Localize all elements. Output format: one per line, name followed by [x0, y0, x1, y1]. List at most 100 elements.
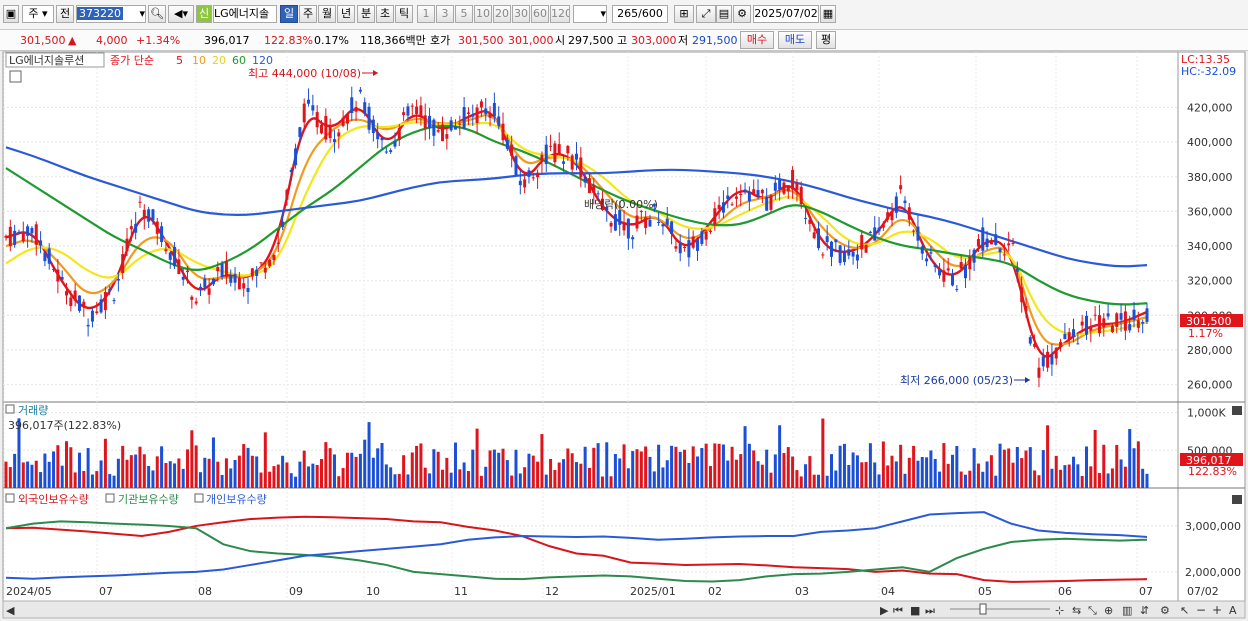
save-icon[interactable]: ▤ — [716, 5, 732, 23]
candle-body — [432, 119, 436, 136]
candle-body — [332, 139, 336, 143]
candle-body — [955, 288, 959, 290]
scroll-left-icon[interactable]: ◀ — [6, 604, 15, 617]
volume-bar — [505, 460, 509, 488]
volume-bar — [501, 448, 505, 488]
left-up-icon[interactable]: ↖ — [1180, 604, 1189, 617]
interval-60-button[interactable]: 60 — [531, 5, 549, 23]
volume-bar — [899, 444, 903, 488]
open-price: 297,500 — [568, 34, 614, 47]
volume-bar — [989, 455, 993, 488]
sound-icon[interactable]: ◀▾ — [168, 5, 194, 23]
y-axis-area — [1177, 51, 1246, 604]
drawing-icon[interactable]: ⤡ — [1088, 604, 1097, 617]
time-axis-label: 11 — [454, 585, 468, 598]
volume-bar — [69, 447, 73, 488]
volume-bar — [1033, 470, 1037, 488]
chart-type-icon[interactable]: ▥ — [1122, 604, 1132, 617]
stop-icon[interactable]: ■ — [910, 604, 920, 617]
compare-icon[interactable]: ⇵ — [1140, 604, 1149, 617]
stock-code-input[interactable]: 373220 ▾ — [76, 5, 146, 23]
ma120-line — [5, 146, 1148, 268]
magnify-icon[interactable]: ⊕ — [1104, 604, 1113, 617]
chart-scrollbar[interactable] — [2, 600, 1246, 619]
draw-tool-icon[interactable]: ⤢ — [696, 5, 716, 23]
average-button[interactable]: 평 — [816, 31, 836, 49]
candle-body — [557, 144, 561, 154]
time-axis-label: 07/02 — [1187, 585, 1219, 598]
period-month-tab[interactable]: 월 — [318, 5, 336, 23]
calendar-icon[interactable]: ▦ — [820, 5, 836, 23]
candle-body — [531, 177, 535, 179]
volume-bar — [1123, 466, 1127, 488]
holdings-panel-close-icon[interactable] — [1232, 495, 1242, 504]
interval-120-button[interactable]: 120 — [550, 5, 570, 23]
last-page-icon[interactable]: ⏭ — [925, 604, 935, 617]
volume-bar — [795, 470, 799, 488]
credit-badge[interactable]: 신 — [196, 5, 212, 23]
gear-icon[interactable]: ⚙ — [733, 5, 751, 23]
volume-bar — [670, 445, 674, 488]
interval-30-button[interactable]: 30 — [512, 5, 530, 23]
volume-bar — [345, 452, 349, 488]
period-second-tab[interactable]: 초 — [376, 5, 394, 23]
candle-body — [419, 105, 423, 118]
data-count-value: 265 — [617, 7, 639, 20]
panel-table-icon[interactable] — [9, 70, 22, 83]
candle-body — [285, 189, 289, 200]
search-icon[interactable]: 🔍︎ — [148, 5, 166, 23]
interval-1-button[interactable]: 1 — [417, 5, 435, 23]
period-day-tab[interactable]: 일 — [280, 5, 298, 23]
interval-3-button[interactable]: 3 — [436, 5, 454, 23]
zoom-in-icon[interactable]: + — [1212, 603, 1222, 617]
candle-body — [1089, 326, 1093, 331]
period-minute-tab[interactable]: 분 — [357, 5, 375, 23]
first-page-icon[interactable]: ⏮ — [893, 604, 903, 617]
candle-body — [648, 219, 652, 227]
stock-chart[interactable]: 260,000280,000300,000320,000340,000360,0… — [0, 51, 1248, 621]
volume-bar — [540, 434, 544, 488]
candle-body — [851, 251, 855, 257]
period-year-tab[interactable]: 년 — [337, 5, 355, 23]
interval-10-button[interactable]: 10 — [474, 5, 492, 23]
candle-body — [899, 185, 903, 190]
period-tick-tab[interactable]: 틱 — [395, 5, 413, 23]
zoom-out-icon[interactable]: − — [1196, 603, 1206, 617]
candle-body — [345, 113, 349, 124]
volume-bar — [998, 443, 1002, 488]
market-select[interactable]: 주 ▾ — [22, 5, 54, 23]
ruler-icon[interactable]: ⇆ — [1072, 604, 1081, 617]
candle-body — [1115, 313, 1119, 327]
candle-body — [1097, 315, 1101, 334]
interval-select[interactable]: ▾ — [573, 5, 607, 23]
buy-button[interactable]: 매수 — [740, 31, 774, 49]
prev-button[interactable]: 전 — [56, 5, 74, 23]
sell-button[interactable]: 매도 — [778, 31, 812, 49]
candle-body — [583, 176, 587, 183]
zoom-slider-handle[interactable] — [979, 603, 987, 615]
period-week-tab[interactable]: 주 — [299, 5, 317, 23]
candle-body — [47, 248, 51, 264]
candle-body — [786, 186, 790, 192]
font-size-icon[interactable]: A — [1229, 604, 1237, 617]
indicator-icon[interactable]: ⊞ — [674, 5, 694, 23]
candle-body — [618, 210, 622, 225]
candle-body — [1015, 268, 1019, 272]
price-panel-title-box[interactable] — [5, 52, 105, 68]
data-count-field[interactable]: 265/600 — [612, 5, 668, 23]
volume-panel-close-icon[interactable] — [1232, 406, 1242, 415]
scroll-right-icon[interactable]: ▶ — [880, 604, 889, 617]
ma5-line — [5, 108, 1148, 358]
candle-body — [462, 107, 466, 129]
candle-body — [505, 139, 509, 149]
crosshair-icon[interactable]: ⊹ — [1055, 604, 1064, 617]
last-price-percent: 1.17% — [1188, 327, 1223, 340]
interval-20-button[interactable]: 20 — [493, 5, 511, 23]
institution-holding-legend: 기관보유수량 — [118, 493, 179, 506]
candle-body — [211, 278, 215, 285]
settings-icon[interactable]: ⚙ — [1160, 604, 1170, 617]
interval-5-button[interactable]: 5 — [455, 5, 473, 23]
ma5-legend: 5 — [176, 54, 183, 67]
date-input[interactable]: 2025/07/02 — [753, 5, 819, 23]
window-menu-icon[interactable]: ▣ — [3, 5, 19, 23]
